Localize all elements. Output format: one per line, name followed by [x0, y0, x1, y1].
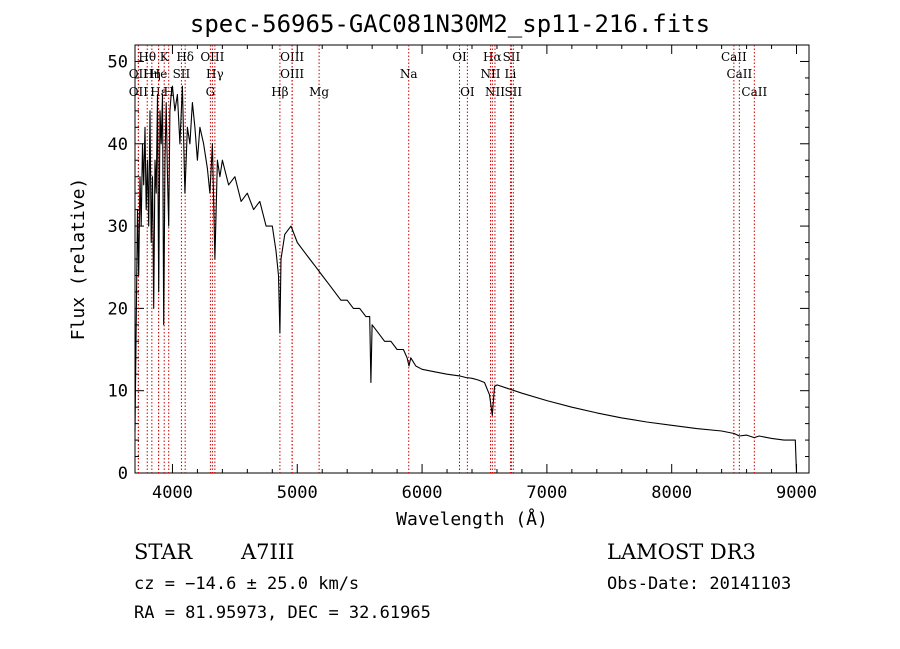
spectral-line-label: OI	[452, 50, 467, 64]
x-tick-label: 7000	[526, 483, 567, 503]
ra-dec: RA = 81.95973, DEC = 32.61965	[134, 603, 431, 623]
spectral-line-label: SII	[173, 67, 191, 81]
spectral-line-label: CaII	[726, 67, 752, 81]
spectral-line-label: SII	[503, 50, 521, 64]
spectral-line-label: H	[163, 85, 173, 99]
y-tick-label: 30	[108, 217, 128, 237]
spectral-line-label: CaII	[741, 85, 767, 99]
spectral-line-label: Na	[400, 67, 418, 81]
object-subclass: A7III	[241, 540, 295, 564]
plot-frame	[134, 44, 810, 474]
obs-date: Obs-Date: 20141103	[607, 574, 792, 594]
x-tick-label: 9000	[776, 483, 817, 503]
spectral-line-label: OI	[460, 85, 475, 99]
spectral-line-label: NII	[485, 85, 505, 99]
spectral-line-label: Hγ	[206, 67, 224, 81]
spectral-line-label: OIII	[200, 50, 224, 64]
spectrum-line	[134, 85, 798, 474]
spectral-line-label: Hδ	[176, 50, 194, 64]
y-axis-label: Flux (relative)	[68, 178, 89, 341]
spectral-line-label: K	[160, 50, 170, 64]
chart-title: spec-56965-GAC081N30M2_sp11-216.fits	[189, 10, 711, 38]
spectral-line-label: OII	[129, 85, 149, 99]
spectral-line-label: SII	[504, 85, 522, 99]
cz-value: cz = −14.6 ± 25.0 km/s	[134, 574, 360, 594]
spectral-line-label: Li	[505, 67, 517, 81]
y-tick-label: 0	[118, 464, 128, 484]
x-tick-label: 6000	[402, 483, 443, 503]
spectral-line-label: Hβ	[271, 85, 288, 99]
spectral-line-label: CaII	[721, 50, 747, 64]
spectral-line-label: OIII	[280, 67, 304, 81]
survey-label: LAMOST DR3	[607, 540, 756, 564]
y-tick-label: 50	[108, 52, 128, 72]
spectral-line-label: G	[206, 85, 216, 99]
spectral-line-label: NII	[480, 67, 500, 81]
spectral-line-label: He	[150, 67, 168, 81]
x-tick-label: 8000	[651, 483, 692, 503]
y-tick-label: 10	[108, 382, 128, 402]
spectral-line-label: Hη	[143, 67, 161, 81]
x-tick-label: 4000	[152, 483, 193, 503]
spectral-line-label: Hα	[483, 50, 502, 64]
y-tick-label: 40	[108, 135, 128, 155]
spectral-line-label: Hθ	[138, 50, 156, 64]
x-tick-label: 5000	[277, 483, 318, 503]
spectral-line-label: Mg	[309, 85, 329, 99]
y-tick-label: 20	[108, 299, 128, 319]
x-axis-label: Wavelength (Å)	[396, 508, 548, 530]
object-type: STAR	[134, 540, 193, 564]
